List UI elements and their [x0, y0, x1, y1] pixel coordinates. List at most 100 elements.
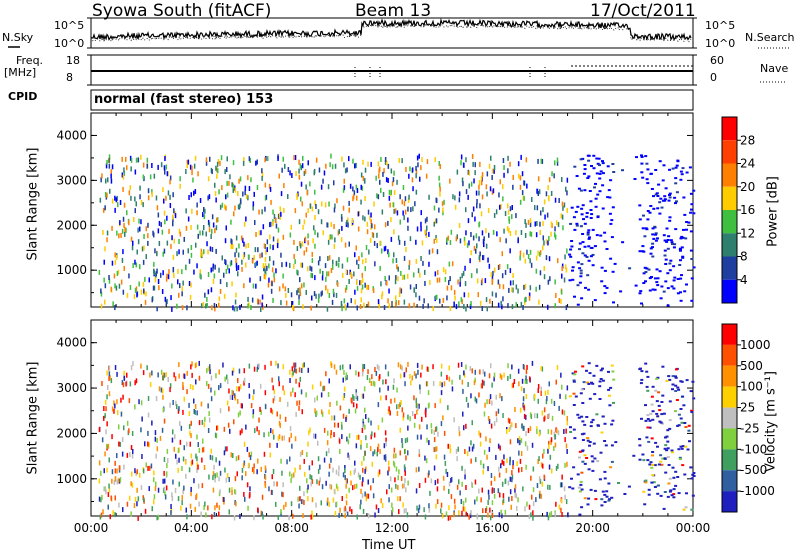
power-echo	[481, 306, 483, 311]
power-echo	[519, 250, 522, 256]
velocity-echo	[153, 470, 155, 476]
velocity-ytick-label-1: 2000	[56, 426, 87, 440]
velocity-echo	[121, 380, 124, 386]
velocity-echo	[661, 457, 665, 460]
velocity-echo	[272, 385, 274, 391]
velocity-echo	[174, 488, 177, 493]
velocity-echo	[342, 364, 344, 370]
power-echo	[606, 165, 610, 168]
power-echo	[275, 223, 278, 229]
velocity-echo	[306, 478, 308, 484]
power-echo	[576, 205, 580, 208]
velocity-echo	[502, 498, 505, 504]
velocity-echo	[235, 456, 238, 462]
power-echo	[252, 283, 255, 289]
velocity-echo	[347, 452, 349, 458]
power-echo	[267, 156, 269, 162]
nave-label: Nave	[760, 62, 789, 75]
velocity-echo	[500, 463, 502, 469]
velocity-echo	[367, 479, 369, 485]
velocity-echo	[435, 426, 438, 432]
velocity-echo	[299, 451, 302, 457]
velocity-echo	[136, 469, 138, 475]
velocity-echo	[337, 471, 340, 477]
velocity-echo	[543, 416, 545, 422]
power-echo	[156, 268, 158, 274]
power-echo	[100, 177, 102, 183]
velocity-echo	[183, 445, 185, 451]
velocity-echo	[541, 410, 544, 416]
velocity-echo	[174, 376, 177, 382]
velocity-echo	[665, 435, 669, 438]
power-echo	[157, 279, 160, 284]
power-echo	[281, 262, 283, 268]
velocity-echo	[343, 369, 345, 375]
velocity-echo	[385, 437, 387, 443]
velocity-echo	[172, 400, 174, 405]
power-echo	[563, 202, 566, 208]
power-echo	[428, 194, 430, 200]
power-echo	[641, 245, 645, 248]
velocity-echo	[657, 404, 661, 407]
power-echo	[675, 191, 679, 194]
velocity-echo	[335, 469, 338, 475]
velocity-echo	[507, 480, 510, 486]
velocity-echo	[190, 433, 192, 439]
velocity-echo	[143, 497, 145, 503]
velocity-echo	[451, 379, 453, 385]
power-echo	[651, 233, 655, 236]
power-echo	[172, 254, 175, 260]
velocity-echo	[273, 481, 275, 487]
power-echo	[376, 243, 378, 249]
power-echo	[348, 207, 350, 213]
power-echo	[204, 208, 206, 214]
power-echo	[392, 202, 395, 208]
velocity-echo	[256, 366, 258, 372]
power-frame	[90, 112, 694, 308]
velocity-echo	[226, 400, 229, 406]
velocity-echo	[271, 377, 273, 383]
velocity-echo	[303, 362, 305, 368]
power-echo	[272, 221, 274, 227]
velocity-echo	[298, 400, 301, 406]
power-echo	[652, 207, 656, 210]
power-echo	[655, 281, 659, 284]
power-echo	[561, 273, 563, 279]
velocity-echo	[344, 475, 346, 481]
power-echo	[563, 277, 566, 283]
velocity-echo	[153, 477, 155, 483]
power-echo	[265, 155, 267, 161]
power-echo	[578, 281, 582, 284]
power-echo	[547, 195, 550, 200]
power-echo	[476, 268, 478, 274]
velocity-echo	[406, 437, 409, 443]
velocity-echo	[595, 413, 599, 416]
power-echo	[512, 280, 514, 286]
power-echo	[458, 191, 461, 197]
power-echo	[571, 269, 574, 272]
velocity-echo	[183, 373, 186, 379]
power-echo	[263, 266, 265, 272]
power-echo	[460, 297, 463, 303]
power-echo	[460, 154, 463, 160]
velocity-echo	[301, 450, 304, 455]
velocity-echo	[314, 433, 317, 439]
power-echo	[390, 189, 392, 195]
power-echo	[345, 285, 348, 290]
velocity-echo	[481, 379, 484, 385]
velocity-echo	[350, 397, 353, 403]
power-echo	[543, 274, 546, 280]
velocity-echo	[294, 367, 296, 373]
power-echo	[328, 293, 331, 298]
power-echo	[247, 296, 249, 302]
velocity-echo	[453, 498, 456, 504]
velocity-echo	[445, 511, 448, 517]
velocity-echo	[668, 490, 672, 493]
velocity-echo	[372, 451, 374, 457]
power-echo	[244, 185, 247, 191]
power-echo	[570, 245, 574, 248]
power-echo	[402, 210, 404, 216]
power-echo	[665, 240, 669, 243]
velocity-echo	[184, 459, 187, 465]
power-echo	[137, 227, 139, 233]
